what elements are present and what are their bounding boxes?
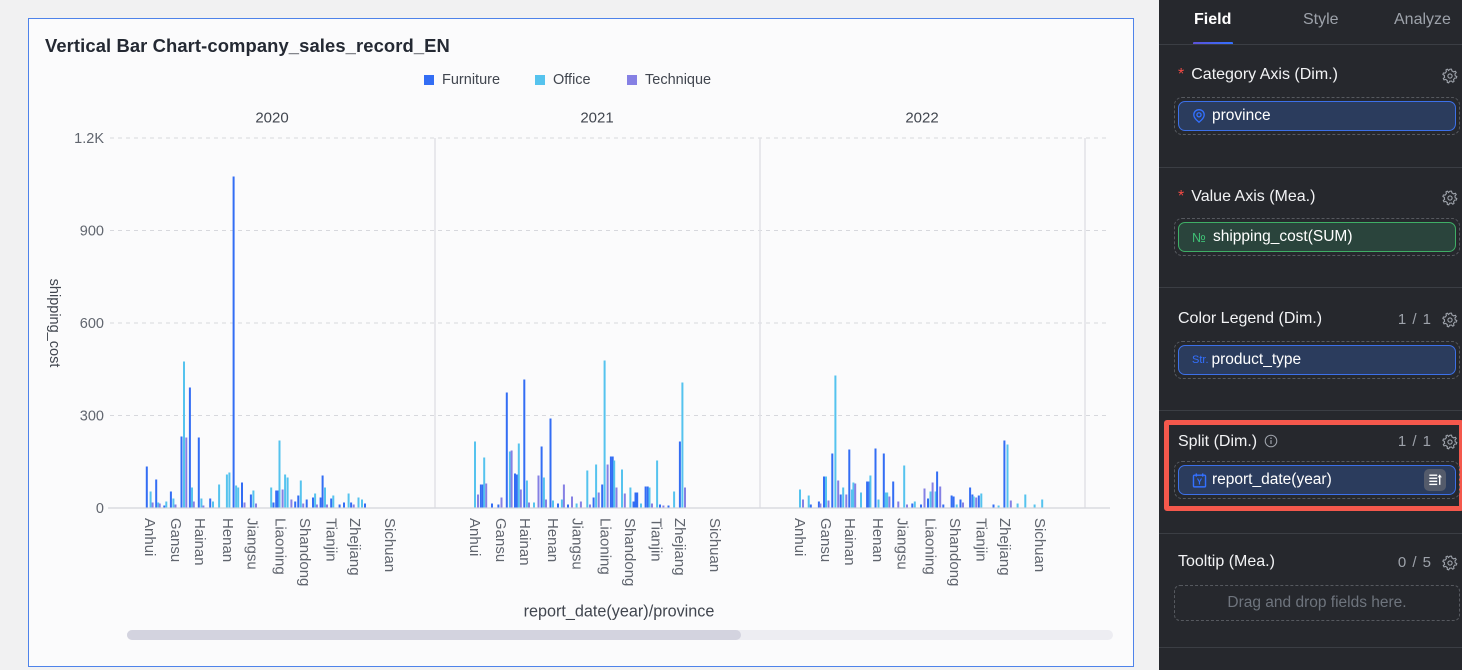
svg-text:Shandong: Shandong [621,518,638,586]
svg-text:Zhejiang: Zhejiang [671,518,688,576]
svg-text:Sichuan: Sichuan [706,518,723,572]
svg-text:Jiangsu: Jiangsu [893,518,910,570]
svg-text:300: 300 [80,409,104,425]
svg-text:2021: 2021 [580,109,613,126]
svg-text:2022: 2022 [905,109,938,126]
svg-text:Henan: Henan [544,518,561,562]
svg-text:Anhui: Anhui [791,518,808,556]
svg-text:Zhejiang: Zhejiang [996,518,1013,576]
svg-text:Anhui: Anhui [466,518,483,556]
svg-text:Liaoning: Liaoning [271,518,288,575]
svg-text:Sichuan: Sichuan [1031,518,1048,572]
svg-text:Henan: Henan [219,518,236,562]
svg-text:1.2K: 1.2K [74,131,104,147]
svg-text:Liaoning: Liaoning [921,518,938,575]
svg-text:Liaoning: Liaoning [596,518,613,575]
svg-text:600: 600 [80,316,104,332]
svg-text:Hainan: Hainan [516,518,533,566]
svg-text:shipping_cost: shipping_cost [46,279,62,368]
svg-text:Zhejiang: Zhejiang [346,518,363,576]
svg-text:Shandong: Shandong [946,518,963,586]
svg-text:Shandong: Shandong [296,518,313,586]
svg-text:900: 900 [80,224,104,240]
svg-text:Anhui: Anhui [141,518,158,556]
svg-text:report_date(year)/province: report_date(year)/province [524,603,715,621]
svg-text:Gansu: Gansu [167,518,184,562]
svg-text:Tianjin: Tianjin [322,518,339,562]
svg-text:0: 0 [96,501,104,517]
svg-text:Henan: Henan [869,518,886,562]
svg-text:Y: Y [1197,477,1203,486]
svg-text:Jiangsu: Jiangsu [568,518,585,570]
svg-text:Gansu: Gansu [492,518,509,562]
svg-text:Gansu: Gansu [817,518,834,562]
svg-text:Hainan: Hainan [841,518,858,566]
svg-text:Sichuan: Sichuan [381,518,398,572]
svg-text:Tianjin: Tianjin [647,518,664,562]
svg-text:2020: 2020 [255,109,288,126]
svg-text:Tianjin: Tianjin [972,518,989,562]
svg-text:Jiangsu: Jiangsu [243,518,260,570]
svg-text:Hainan: Hainan [191,518,208,566]
